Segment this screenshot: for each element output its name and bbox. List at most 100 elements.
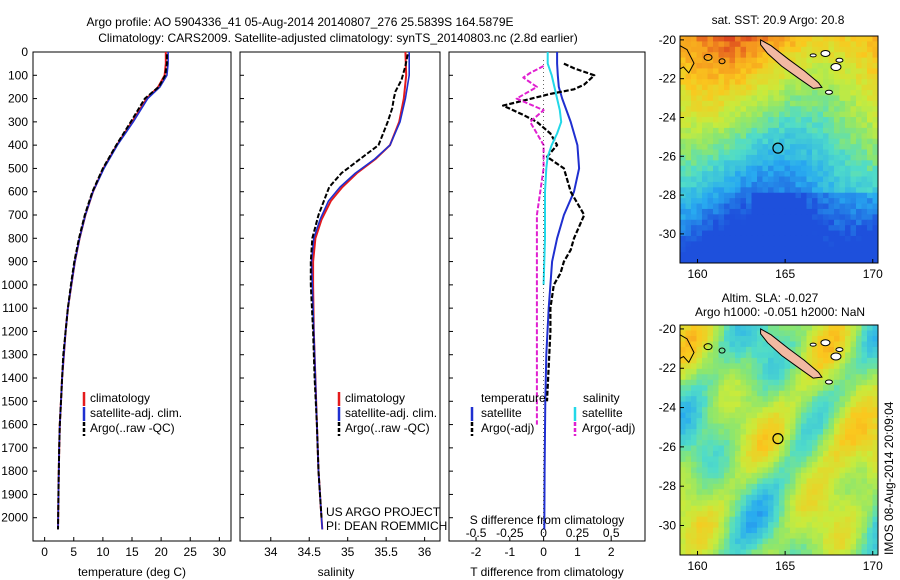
map-cell bbox=[861, 368, 868, 375]
map-cell bbox=[773, 68, 780, 75]
map-cell bbox=[812, 363, 819, 370]
map-cell bbox=[707, 171, 714, 178]
map-cell bbox=[740, 533, 747, 540]
map-cell bbox=[861, 516, 868, 523]
map-cell bbox=[707, 73, 714, 80]
x-tick-label: 34 bbox=[264, 545, 278, 559]
map-cell bbox=[773, 219, 780, 226]
map-cell bbox=[718, 429, 725, 436]
map-cell bbox=[702, 346, 709, 353]
map-cell bbox=[702, 325, 709, 332]
map-cell bbox=[735, 68, 742, 75]
map-cell bbox=[856, 63, 863, 70]
map-cell bbox=[707, 440, 714, 447]
map-cell bbox=[757, 252, 764, 259]
map-cell bbox=[713, 46, 720, 53]
map-cell bbox=[713, 52, 720, 59]
depth-tick-label: 1600 bbox=[1, 418, 28, 432]
map-cell bbox=[845, 144, 852, 151]
map-cell bbox=[850, 122, 857, 129]
map-cell bbox=[680, 330, 687, 337]
map-cell bbox=[773, 192, 780, 199]
map-cell bbox=[845, 500, 852, 507]
map-cell bbox=[850, 198, 857, 205]
map-cell bbox=[850, 434, 857, 441]
map-cell bbox=[702, 489, 709, 496]
map-cell bbox=[834, 357, 841, 364]
map-cell bbox=[685, 52, 692, 59]
map-cell bbox=[790, 36, 797, 42]
map-cell bbox=[828, 396, 835, 403]
map-cell bbox=[806, 257, 813, 263]
map-cell bbox=[718, 390, 725, 397]
map-cell bbox=[773, 538, 780, 545]
map-cell bbox=[762, 423, 769, 430]
map-cell bbox=[740, 57, 747, 64]
map-cell bbox=[806, 390, 813, 397]
map-cell bbox=[713, 396, 720, 403]
map-cell bbox=[801, 111, 808, 118]
map-cell bbox=[729, 511, 736, 518]
map-cell bbox=[806, 396, 813, 403]
map-cell bbox=[680, 429, 687, 436]
map-cell bbox=[784, 90, 791, 97]
map-cell bbox=[735, 429, 742, 436]
map-cell bbox=[757, 235, 764, 242]
map-cell bbox=[839, 46, 846, 53]
map-cell bbox=[817, 106, 824, 113]
map-cell bbox=[713, 73, 720, 80]
map-cell bbox=[696, 230, 703, 237]
map-cell bbox=[834, 461, 841, 468]
map-cell bbox=[773, 100, 780, 107]
map-cell bbox=[696, 418, 703, 425]
map-cell bbox=[724, 407, 731, 414]
map-cell bbox=[812, 214, 819, 221]
map-cell bbox=[872, 235, 878, 242]
map-cell bbox=[828, 133, 835, 140]
map-cell bbox=[762, 257, 769, 263]
map-cell bbox=[746, 374, 753, 381]
map-cell bbox=[823, 500, 830, 507]
map-cell bbox=[729, 165, 736, 172]
map-cell bbox=[696, 461, 703, 468]
map-cell bbox=[806, 533, 813, 540]
map-cell bbox=[856, 41, 863, 48]
map-cell bbox=[867, 467, 874, 474]
map-cell bbox=[707, 149, 714, 156]
argo-position-marker bbox=[772, 142, 784, 154]
map-cell bbox=[861, 79, 868, 86]
map-cell bbox=[856, 219, 863, 226]
map-cell bbox=[757, 246, 764, 253]
map-cell bbox=[801, 187, 808, 194]
map-cell bbox=[872, 527, 878, 534]
map-cell bbox=[773, 241, 780, 248]
map-cell bbox=[707, 117, 714, 124]
map-cell bbox=[867, 127, 874, 134]
map-cell bbox=[823, 511, 830, 518]
map-cell bbox=[757, 230, 764, 237]
map-cell bbox=[801, 192, 808, 199]
map-cell bbox=[713, 198, 720, 205]
map-cell bbox=[762, 418, 769, 425]
map-cell bbox=[839, 396, 846, 403]
map-cell bbox=[784, 230, 791, 237]
map-cell bbox=[828, 407, 835, 414]
map-cell bbox=[773, 90, 780, 97]
map-cell bbox=[823, 36, 830, 42]
map-cell bbox=[713, 257, 720, 263]
map-cell bbox=[696, 483, 703, 490]
map-cell bbox=[817, 533, 824, 540]
map-cell bbox=[806, 549, 813, 555]
map-cell bbox=[685, 330, 692, 337]
map-cell bbox=[795, 472, 802, 479]
map-cell bbox=[828, 84, 835, 91]
map-cell bbox=[735, 41, 742, 48]
map-cell bbox=[779, 461, 786, 468]
map-cell bbox=[696, 95, 703, 102]
map-cell bbox=[773, 208, 780, 215]
map-cell bbox=[729, 73, 736, 80]
map-cell bbox=[757, 41, 764, 48]
map-cell bbox=[850, 149, 857, 156]
map-cell bbox=[718, 90, 725, 97]
map-cell bbox=[751, 527, 758, 534]
